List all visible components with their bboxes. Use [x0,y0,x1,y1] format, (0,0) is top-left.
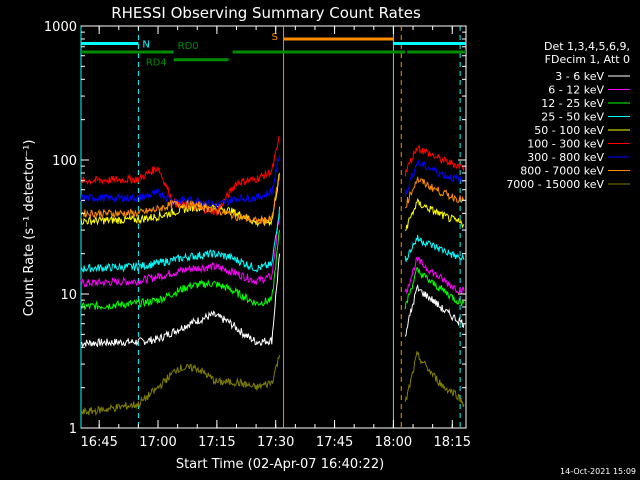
series-line-post-0 [405,286,464,337]
flag-label-s: S [272,32,278,43]
series-line-post-1 [405,258,464,295]
x-tick-label: 17:00 [139,435,176,450]
vertical-markers [81,26,460,428]
x-tick-label: 17:30 [257,435,294,450]
legend: Det 1,3,4,5,6,9,FDecim 1, Att 0 3 - 6 keV… [506,40,630,191]
series-line-pre-1 [81,213,280,286]
flag-label-rd4: RD4 [146,58,167,69]
series-line-pre-8 [81,355,280,415]
series-line-post-4 [405,199,464,230]
series-line-pre-3 [81,207,280,273]
flag-label-n: N [142,40,149,51]
x-axis-label: Start Time (02-Apr-07 16:40:22) [176,457,384,472]
legend-entry-label: 100 - 300 keV [527,138,604,151]
legend-entry-label: 50 - 100 keV [534,124,604,137]
date-stamp: 14-Oct-2021 15:09 [560,467,636,476]
legend-header: Det 1,3,4,5,6,9, [544,40,630,53]
legend-entry-label: 6 - 12 keV [548,84,604,97]
series-lines [81,136,464,415]
y-tick-label: 100 [52,154,77,169]
x-tick-label: 18:00 [375,435,412,450]
y-tick-label: 1000 [44,20,77,35]
legend-entry-label: 25 - 50 keV [541,111,604,124]
x-tick-label: 17:45 [316,435,353,450]
legend-entry-label: 7000 - 15000 keV [506,178,604,191]
y-axis-label: Count Rate (s⁻¹ detector⁻¹) [22,140,37,317]
legend-header: FDecim 1, Att 0 [545,53,630,66]
y-tick-label: 10 [60,288,77,303]
series-line-post-8 [405,351,464,407]
legend-entry-label: 3 - 6 keV [555,70,604,83]
chart-title: RHESSI Observing Summary Count Rates [111,4,421,22]
y-tick-label: 1 [69,422,77,437]
x-tick-label: 17:15 [198,435,235,450]
legend-entry-label: 300 - 800 keV [527,151,604,164]
x-tick-label: 18:15 [434,435,471,450]
series-line-post-7 [405,177,464,208]
legend-entry-label: 12 - 25 keV [541,97,604,110]
flag-label-rd0: RD0 [178,41,199,52]
series-line-post-3 [405,235,464,262]
legend-entry-label: 800 - 7000 keV [520,165,604,178]
x-tick-label: 16:45 [80,435,117,450]
